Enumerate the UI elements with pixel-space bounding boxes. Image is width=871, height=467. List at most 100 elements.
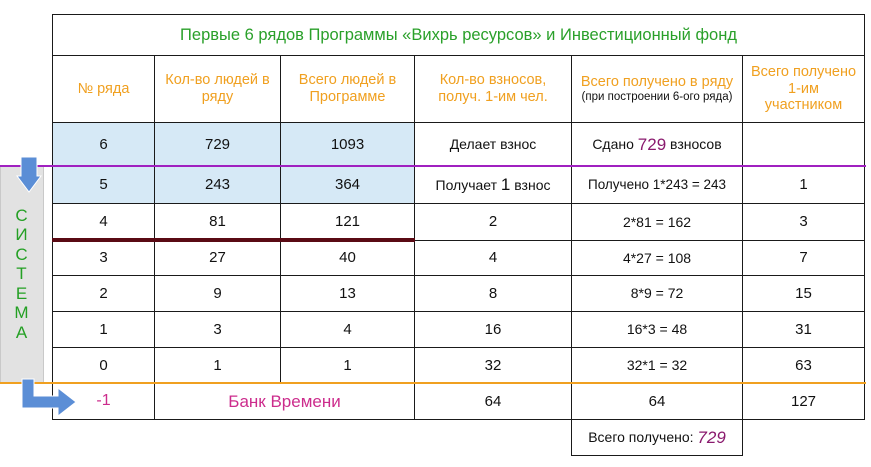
sistema-letter: Т (16, 264, 28, 284)
header-label: Всего получено 1-им участником (750, 63, 857, 114)
cell-text: 5 (99, 176, 108, 194)
header-note: (при построении 6-ого ряда) (581, 90, 733, 103)
cell-text: взносов (666, 136, 722, 153)
bank-label: Банк Времени (154, 383, 415, 420)
row2-people: 9 (154, 275, 281, 312)
cell-text: 81 (209, 213, 226, 231)
cell-text: 8*9 = 72 (630, 285, 684, 302)
table-title-text: Первые 6 рядов Программы «Вихрь ресурсов… (180, 25, 737, 44)
cell-text: 3 (99, 249, 108, 267)
cell-text: 2*81 = 162 (622, 213, 692, 230)
cell-text: 0 (99, 356, 108, 374)
row5-n: 5 (52, 166, 155, 204)
cell-text: 1 (343, 356, 352, 374)
row6-received-first (742, 122, 865, 167)
cell-text: 64 (648, 392, 666, 410)
row1-people: 3 (154, 311, 281, 348)
row2-total: 13 (280, 275, 415, 312)
row5-contribs: Получает 1 взнос (414, 166, 572, 204)
row4-received-first: 3 (742, 203, 865, 241)
row0-received: 32*1 = 32 (571, 347, 743, 384)
row2-received: 8*9 = 72 (571, 275, 743, 312)
row0-people: 1 (154, 347, 281, 384)
cell-text: 127 (790, 392, 817, 410)
table-title: Первые 6 рядов Программы «Вихрь ресурсов… (52, 14, 865, 56)
row3-people: 27 (154, 240, 281, 276)
sistema-letter: Е (15, 283, 29, 303)
cell-text: 15 (795, 284, 812, 302)
row6-people: 729 (154, 122, 281, 167)
header-label: Всего получено в ряду (580, 74, 734, 91)
cell-text: Сдано (592, 136, 638, 153)
cell-text: 32 (484, 356, 502, 374)
sistema-letter: И (15, 225, 29, 245)
row6-n: 6 (52, 122, 155, 167)
cell-text: 243 (204, 176, 231, 194)
row5-total: 364 (280, 166, 415, 204)
cell-text: -1 (96, 392, 111, 410)
row6-total: 1093 (280, 122, 415, 167)
row3-received: 4*27 = 108 (571, 240, 743, 276)
cell-text: 1093 (330, 135, 365, 153)
header-people-in-row: Кол-во людей в ряду (154, 55, 281, 123)
cell-text: 4 (488, 249, 498, 267)
header-label: Кол-во взносов, получ. 1-им чел. (438, 72, 548, 105)
header-contribs-first: Кол-во взносов, получ. 1-им чел. (414, 55, 572, 123)
sistema-letter: А (15, 322, 29, 342)
cell-text: 4 (99, 213, 108, 231)
row1-total: 4 (280, 311, 415, 348)
row2-n: 2 (52, 275, 155, 312)
bank-received: 64 (571, 383, 743, 420)
sistema-letter: С (15, 244, 29, 264)
header-received-row: Всего получено в ряду (при построении 6-… (571, 55, 743, 123)
cell-text: 1 (99, 320, 108, 338)
row1-contribs: 16 (414, 311, 572, 348)
header-label: Всего людей в Программе (298, 72, 397, 105)
row1-n: 1 (52, 311, 155, 348)
row3-total: 40 (280, 240, 415, 276)
bank-contribs: 64 (414, 383, 572, 420)
row3-contribs: 4 (414, 240, 572, 276)
row4-contribs: 2 (414, 203, 572, 241)
sistema-letter: С (15, 205, 29, 225)
header-received-first: Всего получено 1-им участником (742, 55, 865, 123)
header-people-total: Всего людей в Программе (280, 55, 415, 123)
row0-contribs: 32 (414, 347, 572, 384)
cell-text: Получает (435, 176, 501, 193)
row4-people: 81 (154, 203, 281, 241)
header-row-no: № ряда (52, 55, 155, 123)
cell-text: 9 (213, 284, 222, 302)
summary-label: Всего получено: (588, 429, 698, 446)
cell-text: 364 (334, 176, 361, 194)
cell-text: 16*3 = 48 (626, 321, 688, 338)
header-label: № ряда (77, 80, 130, 97)
row4-n: 4 (52, 203, 155, 241)
cell-text: взнос (510, 176, 551, 193)
cell-text: 31 (795, 320, 812, 338)
row6-received: Сдано 729 взносов (571, 122, 743, 167)
header-label: Кол-во людей в ряду (165, 72, 270, 105)
cell-text: 3 (799, 213, 808, 231)
dark-red-divider-line (52, 238, 415, 242)
cell-text: 7 (799, 249, 808, 267)
cell-number: 729 (637, 134, 667, 154)
cell-text: 8 (488, 284, 498, 302)
cell-number: 1 (500, 175, 511, 195)
cell-text: 63 (795, 356, 812, 374)
cell-text: 64 (484, 392, 502, 410)
summary-value: 729 (697, 427, 726, 447)
cell-text: 2 (99, 284, 108, 302)
cell-text: 13 (339, 284, 356, 302)
summary-box: Всего получено: 729 (571, 419, 743, 456)
cell-text: Банк Времени (228, 391, 341, 411)
cell-text: 2 (488, 213, 498, 231)
cell-text: Делает взнос (449, 136, 537, 153)
row2-contribs: 8 (414, 275, 572, 312)
down-arrow-icon (16, 156, 42, 193)
cell-text: 121 (334, 213, 361, 231)
row0-received-first: 63 (742, 347, 865, 384)
row3-received-first: 7 (742, 240, 865, 276)
bank-received-first: 127 (742, 383, 865, 420)
row5-people: 243 (154, 166, 281, 204)
cell-text: Получено 1*243 = 243 (588, 177, 726, 193)
